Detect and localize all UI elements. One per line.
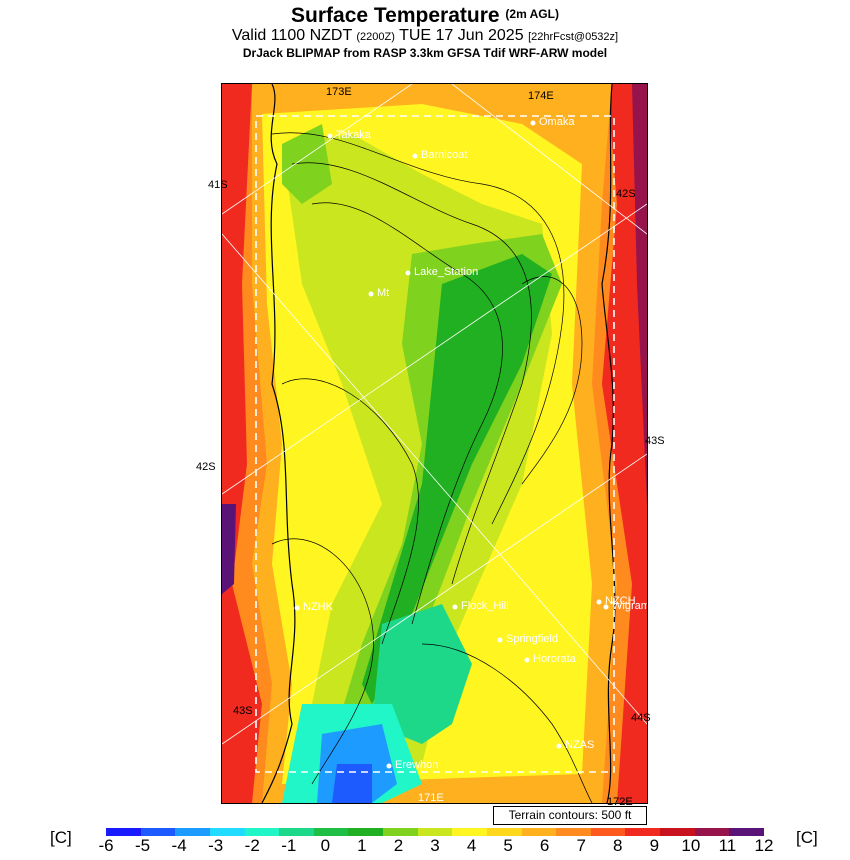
colorbar — [106, 828, 764, 836]
nzch-dot — [596, 599, 602, 605]
place-takaka: Takaka — [336, 129, 371, 141]
place-flock-hill: Flock_Hill — [461, 600, 509, 612]
colorbar-swatch — [383, 828, 418, 836]
west-edge-cold — [222, 504, 236, 594]
place-wigram: Wigram — [612, 600, 648, 612]
terrain-contours — [271, 132, 593, 803]
place-nzch: NZCH — [605, 595, 636, 607]
west-edge-warm — [222, 84, 262, 803]
omaka-dot — [530, 120, 536, 126]
place-erewhon: Erewhon — [395, 759, 439, 771]
lon-173e-label: 173E — [326, 86, 352, 98]
lon-171e-label: 171E — [418, 792, 444, 804]
colorbar-swatch — [106, 828, 141, 836]
colorbar-tick-label: 11 — [718, 836, 737, 855]
colorbar-tick-label: 9 — [649, 836, 660, 855]
place-springfield: Springfield — [506, 633, 558, 645]
colorbar-tick-label: 0 — [320, 836, 331, 855]
place-dots — [294, 120, 609, 769]
colorbar-swatch — [521, 828, 557, 836]
place-barnicoat: Barnicoat — [421, 149, 468, 161]
north-green-patch — [282, 124, 332, 204]
place-nzas: NZAS — [565, 739, 595, 751]
teal-zone — [372, 604, 472, 744]
terrain-contours-note: Terrain contours: 500 ft — [493, 806, 647, 825]
graticule — [222, 84, 647, 745]
colorbar-swatch — [244, 828, 280, 836]
colorbar-swatch — [279, 828, 314, 836]
lake-station-dot — [405, 270, 411, 276]
colorbar-swatch — [729, 828, 764, 836]
colorbar-swatch — [209, 828, 245, 836]
colorbar-tick-label: -5 — [134, 836, 151, 855]
colorbar-swatch — [452, 828, 487, 836]
colorbar-tick-label: 4 — [466, 836, 477, 855]
coastline — [261, 84, 296, 803]
colorbar-unit-left: [C] — [50, 828, 72, 847]
valid-line: Valid 1100 NZDT (2200Z) TUE 17 Jun 2025 … — [231, 27, 619, 44]
lon-172e-label: 172E — [607, 796, 633, 808]
lat-44s-label: 44S — [631, 712, 651, 724]
takaka-dot — [327, 133, 333, 139]
colorbar-swatch — [590, 828, 626, 836]
place-omaka: Omaka — [539, 116, 575, 128]
erewhon-dot — [386, 763, 392, 769]
flock-hill-dot — [452, 604, 458, 610]
colorbar-tick-label: -2 — [244, 836, 260, 855]
colorbar-tick-label: 2 — [393, 836, 404, 855]
colorbar-swatch — [625, 828, 660, 836]
colorbar-swatch — [175, 828, 210, 836]
colorbar-swatch — [486, 828, 522, 836]
barnicoat-dot — [412, 153, 418, 159]
place-mt: Mt — [377, 287, 390, 299]
place-lake-station: Lake_Station — [414, 266, 479, 278]
colorbar-tick-label: -3 — [208, 836, 224, 855]
colorbar-swatch — [694, 828, 730, 836]
colorbar-tick-label: 3 — [430, 836, 440, 855]
colorbar-tick-label: 5 — [503, 836, 513, 855]
colorbar-tick-label: -1 — [281, 836, 297, 855]
hororata-dot — [524, 657, 530, 663]
colorbar-swatch — [140, 828, 176, 836]
chart-title: Surface Temperature (2m AGL) — [291, 4, 559, 27]
place-nzhk: NZHK — [303, 601, 333, 613]
lon-174e-label: 174E — [528, 90, 554, 102]
colorbar-tick-label: 10 — [681, 836, 701, 855]
springfield-dot — [497, 637, 503, 643]
domain-box — [255, 115, 615, 773]
nzhk-dot — [294, 605, 300, 611]
title-suffix: (2m AGL) — [505, 7, 559, 21]
lat-42s-left-label: 42S — [196, 461, 216, 473]
colorbar-tick-label: -6 — [98, 836, 114, 855]
lat-43s-left-label: 43S — [233, 705, 253, 717]
lat-41s-label: 41S — [208, 179, 228, 191]
colorbar-swatch — [313, 828, 349, 836]
colorbar-swatch — [348, 828, 383, 836]
east-edge-purple — [632, 84, 647, 504]
colorbar-ticks: -6 -5 -4 -3 -2 -1 0 1 2 3 4 5 6 7 8 9 10 11 12 — [90, 836, 780, 858]
nzas-dot — [556, 743, 562, 749]
colorbar-unit-right: [C] — [796, 828, 818, 847]
temperature-map[interactable]: Takaka Omaka Barnicoat Lake_Station Mt N… — [221, 83, 648, 804]
colorbar-swatch — [660, 828, 695, 836]
colorbar-tick-label: 7 — [576, 836, 586, 855]
lat-43s-right-label: 43S — [645, 435, 665, 447]
model-line: DrJack BLIPMAP from RASP 3.3km GFSA Tdif… — [242, 46, 608, 60]
colorbar-swatch — [556, 828, 591, 836]
colorbar-tick-label: 8 — [613, 836, 623, 855]
cold-zone-deep — [332, 764, 372, 803]
lat-42s-right-label: 42S — [616, 188, 636, 200]
colorbar-swatch — [417, 828, 453, 836]
colorbar-tick-label: 6 — [539, 836, 550, 855]
colorbar-tick-label: 12 — [754, 836, 774, 855]
mt-dot — [368, 291, 374, 297]
colorbar-tick-label: 1 — [357, 836, 367, 855]
darkgreen-zone — [362, 254, 552, 704]
colorbar-tick-label: -4 — [171, 836, 187, 855]
wigram-dot — [603, 604, 609, 610]
place-hororata: Hororata — [533, 653, 576, 665]
